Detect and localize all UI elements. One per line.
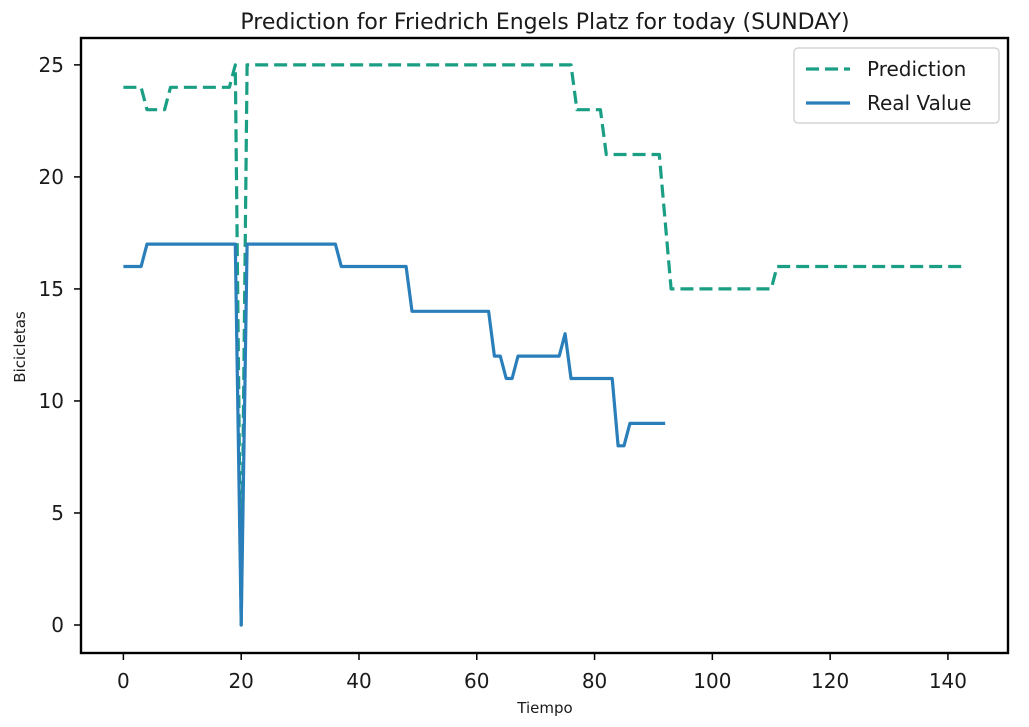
chart-title: Prediction for Friedrich Engels Platz fo… [240,10,849,35]
y-tick-label: 20 [39,165,64,189]
legend: Prediction Real Value [793,47,1000,124]
series-line-real-value [123,242,666,627]
series-line-prediction [123,63,966,627]
y-tick-label: 15 [39,277,64,301]
x-tick-label: 0 [117,669,130,693]
y-tick-label: 0 [51,613,64,637]
x-tick-label: 80 [582,669,607,693]
x-axis: 0 20 40 60 80 100 120 140 [117,653,967,693]
y-tick-label: 25 [39,53,64,77]
x-axis-label: Tiempo [516,699,572,717]
x-tick-label: 60 [464,669,489,693]
legend-label: Prediction [867,57,966,81]
x-tick-label: 120 [811,669,849,693]
x-tick-label: 20 [228,669,253,693]
y-tick-label: 10 [39,389,64,413]
plot-frame [79,36,1010,655]
x-tick-label: 40 [346,669,371,693]
y-tick-label: 5 [51,501,64,525]
legend-label: Real Value [867,91,971,115]
y-axis: 0 5 10 15 20 25 [39,53,81,637]
y-axis-label: Bicicletas [11,311,29,383]
x-tick-label: 100 [693,669,731,693]
x-tick-label: 140 [929,669,967,693]
plot-area [123,63,966,627]
